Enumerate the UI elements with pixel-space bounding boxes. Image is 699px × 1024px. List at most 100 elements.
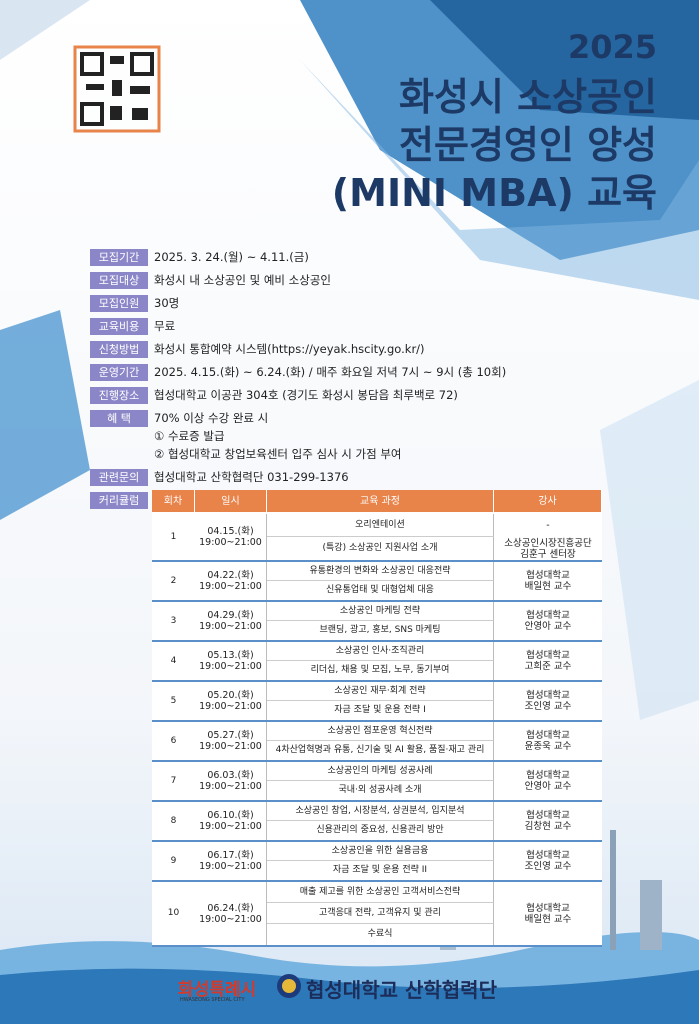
course: 소상공인 마케팅 전략 xyxy=(267,602,494,621)
course: 국내·외 성공사례 소개 xyxy=(267,781,494,800)
info-label: 혜 택 xyxy=(90,410,148,427)
row-number: 3 xyxy=(170,615,177,626)
title-line: (MINI MBA) 교육 xyxy=(331,171,657,215)
time: 19:00~21:00 xyxy=(199,701,262,712)
instructor: 협성대학교 안영아 교수 xyxy=(494,762,602,800)
course: 오리엔테이션 xyxy=(267,514,494,537)
course: 매출 제고를 위한 소상공인 고객서비스전략 xyxy=(267,882,494,903)
instructor-line: 고희준 교수 xyxy=(524,661,572,672)
university-emblem xyxy=(277,974,301,998)
instructor-line: 협성대학교 xyxy=(526,850,570,861)
date: 06.24.(화) xyxy=(207,902,254,914)
course: 소상공인 점포운영 혁신전략 xyxy=(267,722,494,741)
date: 05.13.(화) xyxy=(207,650,254,661)
instructor-line: 조인영 교수 xyxy=(524,701,572,712)
course: 4차산업혁명과 유통, 신기술 및 AI 활용, 품질·재고 관리 xyxy=(267,741,494,760)
date: 04.15.(화) xyxy=(207,526,254,537)
time: 19:00~21:00 xyxy=(199,821,262,832)
instructor: 소상공인시장진흥공단 김훈구 센터장 xyxy=(494,537,602,560)
date: 05.27.(화) xyxy=(207,730,254,741)
course: 소상공인의 마케팅 성공사례 xyxy=(267,762,494,781)
course: 리더십, 채용 및 모집, 노무, 동기부여 xyxy=(267,661,494,680)
info-label: 모집대상 xyxy=(90,272,148,289)
date: 06.17.(화) xyxy=(207,850,254,861)
info-value: 무료 xyxy=(154,319,176,333)
row-separator xyxy=(152,600,602,602)
instructor-line: 김창현 교수 xyxy=(524,821,572,832)
row-separator xyxy=(152,800,602,802)
info-label: 운영기간 xyxy=(90,364,148,381)
info-label: 모집기간 xyxy=(90,249,148,266)
row-separator xyxy=(152,720,602,722)
row-datetime: 06.17.(화) 19:00~21:00 xyxy=(195,842,267,880)
info-value: ① 수료증 발급 xyxy=(154,429,225,443)
row-number: 1 xyxy=(170,531,177,542)
instructor-line: 배일현 교수 xyxy=(524,913,572,925)
row-datetime: 04.29.(화) 19:00~21:00 xyxy=(195,602,267,640)
course: 소상공인 인사·조직관리 xyxy=(267,642,494,661)
instructor-line: 소상공인시장진흥공단 xyxy=(504,537,592,549)
university-logo: 협성대학교 산학협력단 xyxy=(306,978,497,1002)
info-value: 화성시 내 소상공인 및 예비 소상공인 xyxy=(154,273,331,287)
info-value: 협성대학교 산학협력단 031-299-1376 xyxy=(154,470,349,484)
instructor-line: 조인영 교수 xyxy=(524,861,572,872)
row-datetime: 05.20.(화) 19:00~21:00 xyxy=(195,682,267,720)
date: 04.22.(화) xyxy=(207,570,254,581)
instructor: 협성대학교 조인영 교수 xyxy=(494,842,602,880)
info-value: 2025. 4.15.(화) ~ 6.24.(화) / 매주 화요일 저녁 7시… xyxy=(154,365,507,379)
instructor-line: 윤종욱 교수 xyxy=(524,741,572,752)
info-label: 교육비용 xyxy=(90,318,148,335)
instructor-line: 배일현 교수 xyxy=(524,581,572,592)
row-number: 5 xyxy=(170,695,177,706)
row-number: 7 xyxy=(170,775,177,786)
info-value: 협성대학교 이공관 304호 (경기도 화성시 봉담읍 최루백로 72) xyxy=(154,388,458,402)
course: 소상공인 재무·회계 전략 xyxy=(267,682,494,701)
info-value: 70% 이상 수강 완료 시 xyxy=(154,411,269,425)
date: 04.29.(화) xyxy=(207,610,254,621)
row-datetime: 04.15.(화) 19:00~21:00 xyxy=(195,514,267,560)
info-value: ② 협성대학교 창업보육센터 입주 심사 시 가점 부여 xyxy=(154,447,402,461)
row-number: 2 xyxy=(170,575,177,586)
title-line: 화성시 소상공인 xyxy=(399,75,657,119)
instructor: 협성대학교 안영아 교수 xyxy=(494,602,602,640)
info-value: 2025. 3. 24.(월) ~ 4.11.(금) xyxy=(154,250,309,264)
row-datetime: 05.27.(화) 19:00~21:00 xyxy=(195,722,267,760)
instructor-line: 안영아 교수 xyxy=(524,781,572,792)
instructor-line: 협성대학교 xyxy=(526,902,570,914)
course: 신용관리의 중요성, 신용관리 방안 xyxy=(267,821,494,840)
row-separator xyxy=(152,840,602,842)
time: 19:00~21:00 xyxy=(199,581,262,592)
info-label: 관련문의 xyxy=(90,469,148,486)
course: (특강) 소상공인 지원사업 소개 xyxy=(267,537,494,560)
time: 19:00~21:00 xyxy=(199,741,262,752)
instructor-line: 안영아 교수 xyxy=(524,621,572,632)
instructor-line: - xyxy=(546,520,550,531)
instructor: 협성대학교 고희준 교수 xyxy=(494,642,602,680)
row-datetime: 04.22.(화) 19:00~21:00 xyxy=(195,562,267,600)
course: 수료식 xyxy=(267,924,494,945)
time: 19:00~21:00 xyxy=(199,861,262,872)
info-label: 커리큘럼 xyxy=(90,492,148,509)
course: 자금 조달 및 운용 전략 I xyxy=(267,701,494,720)
row-number: 10 xyxy=(167,908,180,918)
column-header: 회차 xyxy=(152,490,195,512)
instructor-line: 협성대학교 xyxy=(526,650,570,661)
row-separator xyxy=(152,560,602,562)
row-separator xyxy=(152,640,602,642)
instructor: 협성대학교 배일현 교수 xyxy=(494,562,602,600)
instructor: - xyxy=(494,514,602,537)
time: 19:00~21:00 xyxy=(199,781,262,792)
curriculum-table: 회차 일시 교육 과정 강사 1 04.15.(화) 19:00~21:00 오리엔테이션 (특… xyxy=(152,490,602,947)
column-header: 강사 xyxy=(494,490,602,512)
instructor: 협성대학교 배일현 교수 xyxy=(494,882,602,945)
course: 소상공인 창업, 시장분석, 상권분석, 입지분석 xyxy=(267,802,494,821)
instructor-line: 협성대학교 xyxy=(526,570,570,581)
date: 06.03.(화) xyxy=(207,770,254,781)
row-datetime: 06.10.(화) 19:00~21:00 xyxy=(195,802,267,840)
instructor-line: 협성대학교 xyxy=(526,690,570,701)
info-label: 진행장소 xyxy=(90,387,148,404)
instructor-line: 협성대학교 xyxy=(526,730,570,741)
info-value: 30명 xyxy=(154,296,180,310)
info-label: 모집인원 xyxy=(90,295,148,312)
